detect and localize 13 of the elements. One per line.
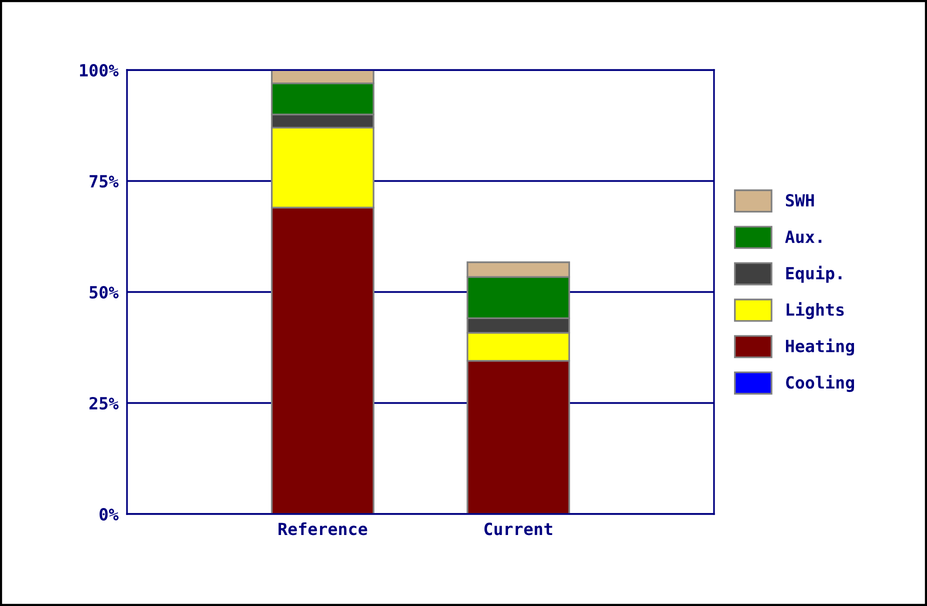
legend-label: SWH [786, 194, 814, 207]
y-tick-label: 0% [100, 508, 119, 521]
legend-label: Cooling [786, 374, 854, 392]
legend-label: Equip. [786, 266, 842, 283]
y-tick-label: 25% [90, 396, 119, 410]
y-tick-label: 75% [90, 175, 119, 188]
x-tick-label: Reference [278, 522, 368, 536]
y-tick-label: 50% [90, 286, 119, 299]
legend-label: Aux. [785, 230, 822, 244]
x-tick-label: Current [484, 522, 552, 536]
y-tick-label: 100% [80, 64, 119, 77]
legend-label: Heating [786, 338, 854, 356]
legend-label: Lights [786, 302, 844, 320]
